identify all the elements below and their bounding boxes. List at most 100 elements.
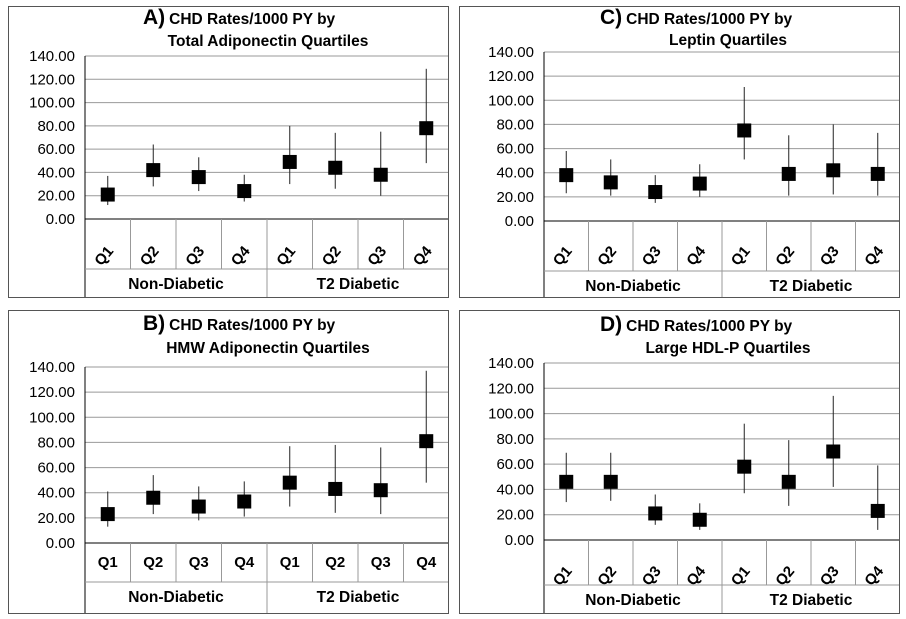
chart-title-line1: B) CHD Rates/1000 PY by <box>143 312 336 335</box>
data-point <box>282 475 297 490</box>
x-tick-label: Q2 <box>319 243 345 269</box>
x-tick-label: Q4 <box>861 242 887 269</box>
x-tick-label: Q1 <box>91 243 117 269</box>
y-tick-label: 60.00 <box>37 460 75 477</box>
x-tick-label: Q2 <box>325 554 345 571</box>
group-label: Non-Diabetic <box>128 276 224 293</box>
data-point <box>737 123 752 138</box>
data-point <box>237 184 252 199</box>
group-label: Non-Diabetic <box>128 589 224 606</box>
y-tick-label: 40.00 <box>496 165 534 182</box>
y-tick-label: 140.00 <box>488 44 534 61</box>
y-tick-label: 140.00 <box>29 48 75 65</box>
chart-title-text: CHD Rates/1000 PY by <box>169 11 335 28</box>
panel-letter: A) <box>143 7 165 29</box>
x-tick-label: Q4 <box>410 242 436 269</box>
chart-svg: D) CHD Rates/1000 PY by Large HDL-P Quarti… <box>488 313 899 613</box>
panel-letter: C) <box>600 7 622 29</box>
chart-title-line1: C) CHD Rates/1000 PY by <box>600 7 793 29</box>
y-tick-label: 60.00 <box>496 456 534 473</box>
x-tick-label: Q1 <box>98 554 118 571</box>
data-point <box>692 176 707 191</box>
data-point <box>870 503 885 518</box>
chart-title-text: CHD Rates/1000 PY by <box>626 318 792 335</box>
y-tick-label: 80.00 <box>496 431 534 448</box>
data-point <box>559 168 574 183</box>
x-tick-label: Q4 <box>234 554 255 571</box>
data-point <box>373 483 388 498</box>
data-point <box>282 154 297 169</box>
x-tick-label: Q3 <box>182 243 208 269</box>
group-label: T2 Diabetic <box>317 276 400 293</box>
y-tick-label: 100.00 <box>29 95 75 112</box>
x-tick-label: Q1 <box>550 243 576 269</box>
y-tick-label: 80.00 <box>496 116 534 133</box>
data-point <box>419 434 434 449</box>
data-point <box>826 163 841 178</box>
data-point <box>692 512 707 527</box>
x-tick-label: Q1 <box>280 554 300 571</box>
y-tick-label: 60.00 <box>37 141 75 158</box>
chart-title-line2: Large HDL-P Quartiles <box>645 340 810 357</box>
group-label: Non-Diabetic <box>585 592 681 609</box>
x-tick-label: Q3 <box>639 243 665 269</box>
x-tick-label: Q1 <box>273 243 299 269</box>
data-point <box>237 494 252 509</box>
y-tick-label: 0.00 <box>505 213 534 230</box>
y-tick-label: 20.00 <box>37 188 75 205</box>
data-point <box>146 490 161 505</box>
data-point <box>781 166 796 181</box>
chart-svg: A) CHD Rates/1000 PY by Total Adiponectin … <box>29 7 448 297</box>
x-tick-label: Q4 <box>416 554 437 571</box>
group-label: T2 Diabetic <box>770 592 853 609</box>
x-tick-label: Q3 <box>364 243 390 269</box>
data-point <box>826 444 841 459</box>
y-tick-label: 60.00 <box>496 141 534 158</box>
x-tick-label: Q2 <box>143 554 163 571</box>
group-label: T2 Diabetic <box>317 589 400 606</box>
y-tick-label: 80.00 <box>37 118 75 135</box>
y-tick-label: 120.00 <box>29 384 75 401</box>
data-point <box>870 166 885 181</box>
x-tick-label: Q2 <box>137 243 163 269</box>
x-tick-label: Q3 <box>371 554 391 571</box>
y-tick-label: 100.00 <box>29 409 75 426</box>
y-tick-label: 120.00 <box>488 380 534 397</box>
y-tick-label: 0.00 <box>505 532 534 549</box>
panel-letter: D) <box>600 313 622 336</box>
panel-letter: B) <box>143 312 165 335</box>
data-point <box>328 481 343 496</box>
data-point <box>419 121 434 136</box>
y-tick-label: 0.00 <box>46 535 75 552</box>
y-tick-label: 40.00 <box>37 485 75 502</box>
chart-title-text: CHD Rates/1000 PY by <box>626 11 792 28</box>
x-tick-label: Q2 <box>594 243 620 269</box>
data-point <box>559 474 574 489</box>
chart-title-line2: Leptin Quartiles <box>669 32 787 49</box>
chart-svg: B) CHD Rates/1000 PY by HMW Adiponectin Qu… <box>29 312 448 613</box>
chart-panel-a: A) CHD Rates/1000 PY by Total Adiponectin … <box>8 6 449 298</box>
chart-svg: C) CHD Rates/1000 PY by Leptin Quartiles 0.… <box>488 7 899 297</box>
x-tick-label: Q3 <box>817 243 843 269</box>
data-point <box>373 167 388 182</box>
x-tick-label: Q1 <box>728 243 754 269</box>
x-tick-label: Q3 <box>189 554 209 571</box>
data-point <box>781 474 796 489</box>
data-point <box>100 507 115 522</box>
x-tick-label: Q2 <box>772 243 798 269</box>
x-tick-label: Q4 <box>683 242 709 269</box>
data-point <box>603 175 618 190</box>
y-tick-label: 40.00 <box>37 164 75 181</box>
data-point <box>648 506 663 521</box>
y-tick-label: 140.00 <box>488 355 534 372</box>
chart-panel-d: D) CHD Rates/1000 PY by Large HDL-P Quarti… <box>459 310 900 614</box>
data-point <box>603 474 618 489</box>
chart-title-text: CHD Rates/1000 PY by <box>169 317 335 334</box>
y-tick-label: 20.00 <box>496 507 534 524</box>
chart-title-line1: A) CHD Rates/1000 PY by <box>143 7 336 29</box>
chart-title-line2: Total Adiponectin Quartiles <box>168 33 369 50</box>
chart-panel-c: C) CHD Rates/1000 PY by Leptin Quartiles 0.… <box>459 6 900 298</box>
y-tick-label: 120.00 <box>29 71 75 88</box>
x-tick-label: Q4 <box>228 242 254 269</box>
y-tick-label: 100.00 <box>488 92 534 109</box>
